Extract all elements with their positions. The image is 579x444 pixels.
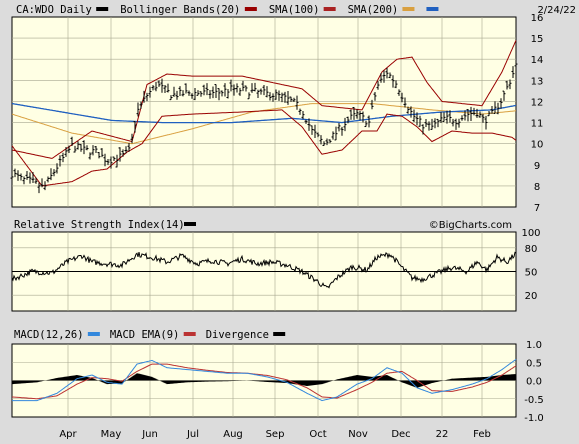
price-legend-label-3: SMA(200) bbox=[348, 4, 399, 16]
rsi-title: Relative Strength Index(14) bbox=[14, 219, 185, 231]
macd-ytick-1: -0.5 bbox=[524, 395, 544, 406]
month-label-May: May bbox=[101, 429, 122, 440]
macd-legend-label-2: Divergence bbox=[206, 329, 269, 341]
macd-ytick-4: 1.0 bbox=[526, 340, 542, 351]
macd-legend-swatch-2 bbox=[273, 332, 286, 336]
macd-legend-swatch-0 bbox=[87, 332, 100, 336]
macd-signal-line bbox=[11, 363, 517, 400]
price-ytick-12: 12 bbox=[531, 97, 544, 108]
price-ytick-7: 7 bbox=[534, 203, 540, 214]
price-legend-swatch-2 bbox=[323, 7, 336, 11]
month-label-22: 22 bbox=[436, 429, 449, 440]
price-ytick-9: 9 bbox=[534, 161, 540, 172]
macd-legend-label-0: MACD(12,26) bbox=[14, 329, 84, 341]
price-legend-swatch-4 bbox=[426, 7, 439, 11]
rsi-ytick-20: 20 bbox=[525, 291, 538, 302]
macd-legend-swatch-1 bbox=[183, 332, 196, 336]
rsi-ytick-50: 50 bbox=[525, 268, 538, 279]
bollinger-lower-line bbox=[11, 109, 517, 187]
rsi-ytick-80: 80 bbox=[525, 244, 538, 255]
price-legend-label-1: Bollinger Bands(20) bbox=[120, 4, 240, 16]
price-ytick-10: 10 bbox=[531, 140, 544, 151]
price-ytick-16: 16 bbox=[531, 13, 544, 24]
ohlc-bars bbox=[10, 61, 518, 194]
price-legend-label-0: CA:WDO Daily bbox=[16, 4, 92, 16]
price-legend-label-2: SMA(100) bbox=[269, 4, 320, 16]
month-label-Aug: Aug bbox=[223, 429, 243, 440]
month-label-Dec: Dec bbox=[391, 429, 410, 440]
bollinger-upper-line bbox=[11, 40, 517, 159]
price-ytick-8: 8 bbox=[534, 182, 540, 193]
month-label-Feb: Feb bbox=[473, 429, 491, 440]
chart-date: 2/24/22 bbox=[537, 5, 576, 16]
month-label-Oct: Oct bbox=[309, 429, 326, 440]
price-ytick-11: 11 bbox=[531, 119, 544, 130]
month-label-Apr: Apr bbox=[59, 429, 77, 440]
rsi-ytick-100: 100 bbox=[521, 228, 540, 239]
price-ytick-15: 15 bbox=[531, 34, 544, 45]
price-ytick-14: 14 bbox=[531, 55, 544, 66]
price-panel-bg bbox=[11, 16, 517, 208]
macd-ytick-2: 0.0 bbox=[526, 377, 542, 388]
sma100-line bbox=[11, 102, 517, 124]
rsi-legend-swatch bbox=[184, 222, 196, 226]
watermark: ©BigCharts.com bbox=[429, 220, 512, 231]
rsi-line bbox=[11, 251, 517, 289]
macd-line bbox=[12, 358, 517, 402]
price-legend-swatch-0 bbox=[96, 7, 109, 11]
price-legend-swatch-3 bbox=[402, 7, 415, 11]
month-label-Jun: Jun bbox=[141, 429, 158, 440]
macd-ytick-0: -1.0 bbox=[524, 413, 544, 424]
macd-ytick-3: 0.5 bbox=[526, 358, 542, 369]
price-legend-swatch-1 bbox=[244, 7, 257, 11]
month-label-Nov: Nov bbox=[348, 429, 368, 440]
month-label-Jul: Jul bbox=[186, 429, 199, 440]
divergence-bars bbox=[11, 373, 517, 388]
price-ytick-13: 13 bbox=[531, 76, 544, 87]
month-label-Sep: Sep bbox=[266, 429, 285, 440]
macd-legend-label-1: MACD EMA(9) bbox=[110, 329, 180, 341]
